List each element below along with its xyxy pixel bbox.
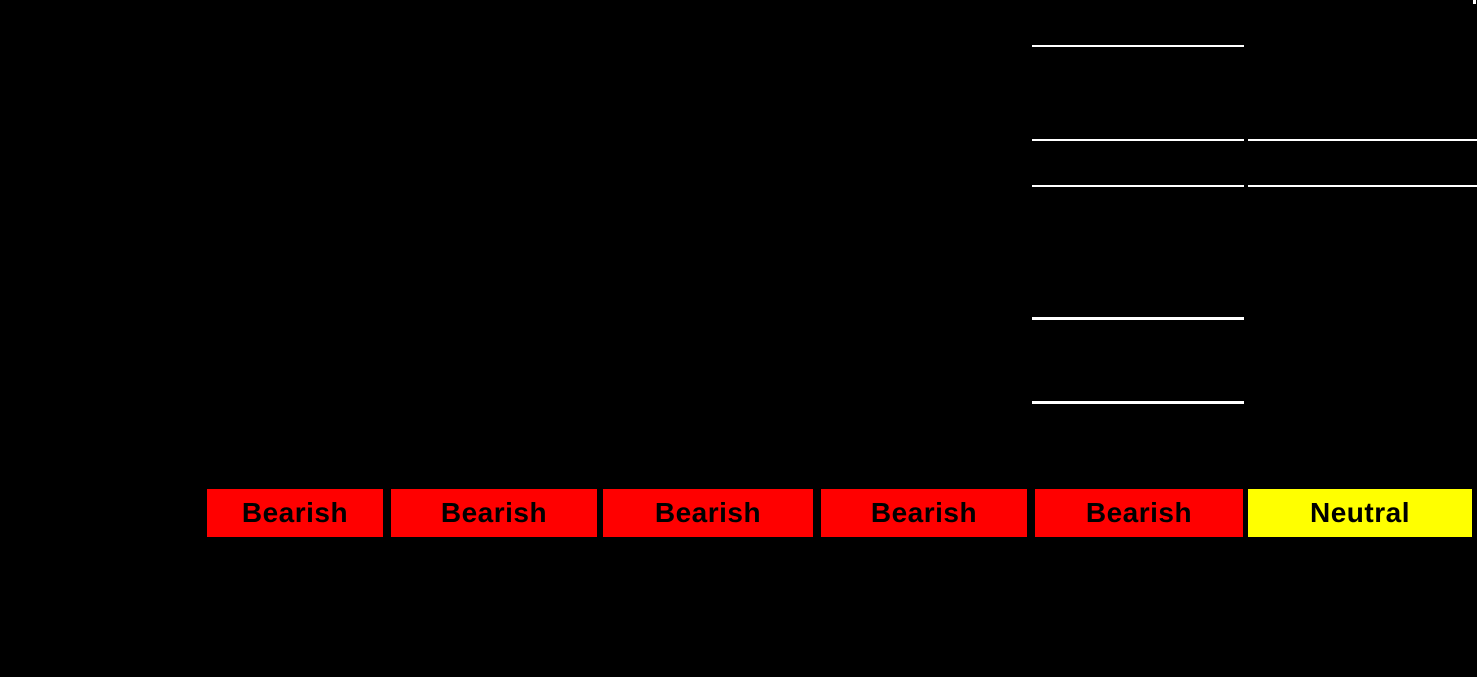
- table-rule-line: [1248, 139, 1477, 141]
- table-rule-line: [1248, 185, 1477, 187]
- sentiment-cell-5: Bearish: [1035, 489, 1243, 537]
- table-rule-line: [1032, 401, 1244, 404]
- table-rule-line: [1032, 45, 1244, 47]
- table-rule-line: [1032, 317, 1244, 320]
- table-rule-line: [1032, 185, 1244, 187]
- sentiment-cell-1: Bearish: [207, 489, 383, 537]
- table-rule-line: [1032, 139, 1244, 141]
- sentiment-cell-6: Neutral: [1248, 489, 1472, 537]
- sentiment-cell-3: Bearish: [603, 489, 813, 537]
- sentiment-cell-2: Bearish: [391, 489, 597, 537]
- corner-artifact: [1473, 0, 1476, 4]
- sentiment-cell-4: Bearish: [821, 489, 1027, 537]
